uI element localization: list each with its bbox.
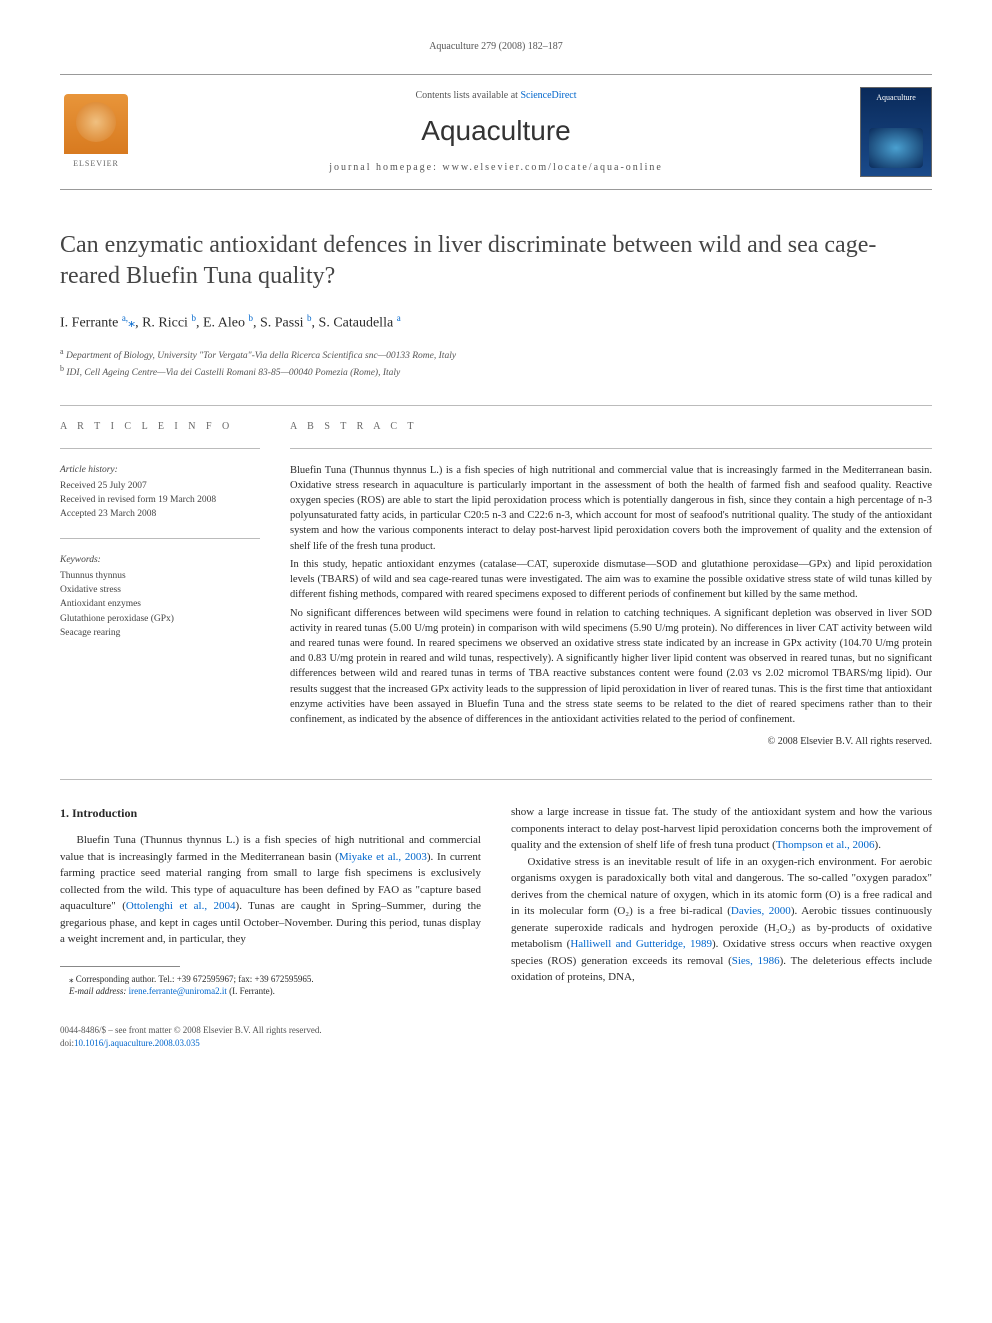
body-paragraph: Oxidative stress is an inevitable result…: [511, 854, 932, 986]
abstract-column: A B S T R A C T Bluefin Tuna (Thunnus th…: [290, 420, 932, 750]
abstract-paragraph: Bluefin Tuna (Thunnus thynnus L.) is a f…: [290, 463, 932, 554]
divider: [290, 448, 932, 449]
keyword: Thunnus thynnus: [60, 569, 260, 583]
divider: [60, 538, 260, 539]
doi-link[interactable]: 10.1016/j.aquaculture.2008.03.035: [74, 1038, 200, 1048]
sciencedirect-link[interactable]: ScienceDirect: [520, 90, 576, 101]
history-heading: Article history:: [60, 463, 260, 477]
history-line: Received in revised form 19 March 2008: [60, 493, 260, 507]
divider: [60, 779, 932, 780]
body-text: ).: [875, 839, 881, 851]
affiliations: a Department of Biology, University "Tor…: [60, 346, 932, 381]
front-matter-line: 0044-8486/$ – see front matter © 2008 El…: [60, 1024, 932, 1037]
doi-label: doi:: [60, 1038, 74, 1048]
article-body: 1. Introduction Bluefin Tuna (Thunnus th…: [60, 804, 932, 998]
footnote-separator: [60, 966, 180, 967]
article-info-column: A R T I C L E I N F O Article history: R…: [60, 420, 260, 750]
article-history: Article history: Received 25 July 2007 R…: [60, 463, 260, 522]
author-list: I. Ferrante a,⁎, R. Ricci b, E. Aleo b, …: [60, 312, 932, 333]
publisher-label: ELSEVIER: [73, 158, 119, 169]
elsevier-tree-icon: [64, 94, 128, 154]
running-head: Aquaculture 279 (2008) 182–187: [60, 40, 932, 54]
keywords-block: Keywords: Thunnus thynnus Oxidative stre…: [60, 553, 260, 641]
keyword: Glutathione peroxidase (GPx): [60, 612, 260, 626]
body-paragraph: Bluefin Tuna (Thunnus thynnus L.) is a f…: [60, 832, 481, 948]
divider: [60, 405, 932, 406]
affiliation-a: a Department of Biology, University "Tor…: [60, 346, 932, 363]
aff-marker: b: [60, 364, 64, 373]
footnote-line: E-mail address: irene.ferrante@uniroma2.…: [60, 985, 481, 998]
keyword: Antioxidant enzymes: [60, 597, 260, 611]
doi-line: doi:10.1016/j.aquaculture.2008.03.035: [60, 1037, 932, 1050]
citation-link[interactable]: Sies, 1986: [732, 955, 780, 967]
body-paragraph: show a large increase in tissue fat. The…: [511, 804, 932, 854]
affiliation-text: Department of Biology, University "Tor V…: [66, 351, 456, 361]
keyword: Seacage rearing: [60, 626, 260, 640]
publisher-logo: ELSEVIER: [60, 92, 132, 172]
citation-link[interactable]: Halliwell and Gutteridge, 1989: [570, 938, 712, 950]
contents-prefix: Contents lists available at: [415, 90, 520, 101]
footnote-line: ⁎ Corresponding author. Tel.: +39 672595…: [60, 973, 481, 986]
abstract-copyright: © 2008 Elsevier B.V. All rights reserved…: [290, 735, 932, 749]
article-info-label: A R T I C L E I N F O: [60, 420, 260, 434]
journal-cover-thumb: Aquaculture: [860, 87, 932, 177]
journal-name: Aquaculture: [132, 111, 860, 150]
contents-line: Contents lists available at ScienceDirec…: [132, 89, 860, 103]
intro-heading: 1. Introduction: [60, 804, 481, 822]
info-abstract-row: A R T I C L E I N F O Article history: R…: [60, 420, 932, 750]
email-attribution: (I. Ferrante).: [229, 986, 275, 996]
affiliation-text: IDI, Cell Ageing Centre—Via dei Castelli…: [66, 368, 400, 378]
citation-link[interactable]: Davies, 2000: [731, 905, 791, 917]
citation-link[interactable]: Ottolenghi et al., 2004: [126, 900, 236, 912]
citation-link[interactable]: Thompson et al., 2006: [776, 839, 875, 851]
keyword: Oxidative stress: [60, 583, 260, 597]
email-label: E-mail address:: [69, 986, 126, 996]
abstract-text: Bluefin Tuna (Thunnus thynnus L.) is a f…: [290, 463, 932, 728]
citation-link[interactable]: Miyake et al., 2003: [339, 851, 427, 863]
affiliation-b: b IDI, Cell Ageing Centre—Via dei Castel…: [60, 363, 932, 380]
footer: 0044-8486/$ – see front matter © 2008 El…: [60, 1024, 932, 1049]
abstract-paragraph: No significant differences between wild …: [290, 606, 932, 728]
masthead-center: Contents lists available at ScienceDirec…: [132, 89, 860, 174]
journal-homepage: journal homepage: www.elsevier.com/locat…: [132, 161, 860, 175]
history-line: Accepted 23 March 2008: [60, 507, 260, 521]
abstract-label: A B S T R A C T: [290, 420, 932, 434]
email-link[interactable]: irene.ferrante@uniroma2.it: [129, 986, 227, 996]
history-line: Received 25 July 2007: [60, 479, 260, 493]
aff-marker: a: [60, 347, 64, 356]
corresponding-author-footnote: ⁎ Corresponding author. Tel.: +39 672595…: [60, 973, 481, 998]
keywords-heading: Keywords:: [60, 553, 260, 567]
divider: [60, 448, 260, 449]
article-title: Can enzymatic antioxidant defences in li…: [60, 230, 932, 292]
abstract-paragraph: In this study, hepatic antioxidant enzym…: [290, 557, 932, 603]
masthead: ELSEVIER Contents lists available at Sci…: [60, 74, 932, 190]
